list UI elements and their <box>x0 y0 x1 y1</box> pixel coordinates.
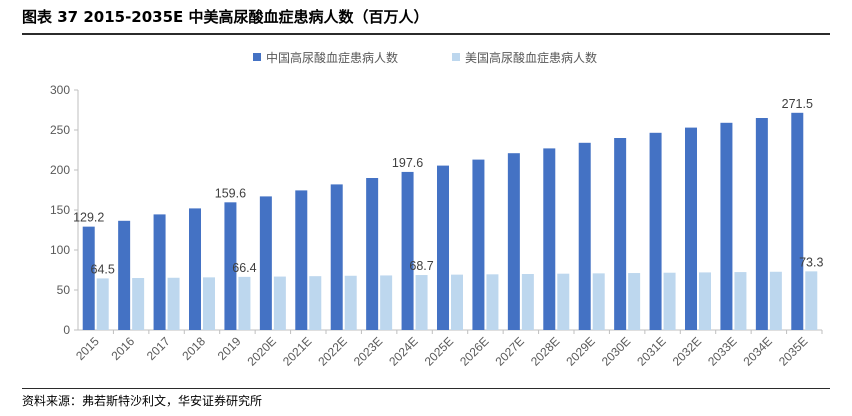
china-value-label-2035E: 271.5 <box>782 97 813 111</box>
x-tick-label-2016: 2016 <box>108 334 137 363</box>
y-tick-label: 300 <box>50 83 70 97</box>
y-tick-label: 250 <box>50 123 70 137</box>
china-bar-2016 <box>118 220 131 330</box>
x-tick-label-2021E: 2021E <box>280 334 314 368</box>
us-bar-2018 <box>203 277 215 330</box>
china-bar-2020E <box>259 196 272 330</box>
x-tick-label-2027E: 2027E <box>493 334 527 368</box>
china-bar-2029E <box>578 142 591 330</box>
china-bar-2019 <box>224 202 237 330</box>
us-bar-2026E <box>486 274 499 330</box>
china-value-label-2024E: 197.6 <box>392 156 423 170</box>
x-tick-label-2035E: 2035E <box>776 334 810 368</box>
china-bar-2015 <box>82 226 95 330</box>
us-bar-2025E <box>451 274 463 330</box>
x-tick-label-2015: 2015 <box>73 334 102 363</box>
us-bar-2032E <box>699 272 711 330</box>
us-bar-2030E <box>628 273 641 330</box>
china-bar-2023E <box>366 178 379 330</box>
china-bar-2021E <box>295 190 308 330</box>
china-value-label-2019: 159.6 <box>215 186 246 200</box>
china-value-label-2015: 129.2 <box>73 211 104 225</box>
x-tick-label-2029E: 2029E <box>563 334 597 368</box>
us-bar-2027E <box>521 274 534 330</box>
x-tick-label-2031E: 2031E <box>634 334 668 368</box>
bar-chart: 中国高尿酸血症患病人数 美国高尿酸血症患病人数 0 50 100 150 200 250 300… <box>50 50 824 369</box>
x-tick-label-2017: 2017 <box>144 334 173 363</box>
source-divider <box>22 388 830 389</box>
legend-label-2: 美国高尿酸血症患病人数 <box>465 50 597 65</box>
us-value-label-2019: 66.4 <box>232 261 256 275</box>
china-bar-2035E <box>791 112 804 330</box>
us-value-label-2015: 64.5 <box>91 262 115 276</box>
china-bar-2017 <box>153 214 166 330</box>
china-bar-2032E <box>685 127 697 330</box>
x-tick-label-2033E: 2033E <box>705 334 739 368</box>
x-tick-label-2032E: 2032E <box>670 334 704 368</box>
us-bar-2029E <box>592 273 605 330</box>
x-tick-label-2019: 2019 <box>215 334 244 363</box>
x-tick-label-2030E: 2030E <box>599 334 633 368</box>
us-value-label-2024E: 68.7 <box>409 259 433 273</box>
china-bar-2018 <box>189 208 201 330</box>
china-bar-2025E <box>437 165 449 330</box>
legend-swatch-1 <box>253 53 261 61</box>
title-divider <box>22 33 830 35</box>
x-tick-label-2034E: 2034E <box>741 334 775 368</box>
china-bar-2022E <box>330 184 343 330</box>
us-value-label-2035E: 73.3 <box>799 255 823 269</box>
x-tick-label-2028E: 2028E <box>528 334 562 368</box>
legend-label-1: 中国高尿酸血症患病人数 <box>266 50 398 65</box>
us-bar-2024E <box>415 275 428 330</box>
us-bar-2022E <box>344 275 357 330</box>
us-bar-2035E <box>805 271 818 330</box>
us-bar-2023E <box>380 275 393 330</box>
china-bar-2028E <box>543 148 556 330</box>
us-bar-2031E <box>663 272 676 330</box>
china-bar-2026E <box>472 159 485 330</box>
x-tick-label-2020E: 2020E <box>245 334 279 368</box>
us-bar-2016 <box>132 278 145 330</box>
us-bar-2015 <box>96 278 109 330</box>
x-tick-label-2026E: 2026E <box>457 334 491 368</box>
y-tick-label: 200 <box>50 163 70 177</box>
china-bar-2031E <box>649 132 662 330</box>
source-note: 资料来源：弗若斯特沙利文，华安证券研究所 <box>22 394 263 408</box>
chart-title: 图表 37 2015-2035E 中美高尿酸血症患病人数（百万人） <box>22 8 429 26</box>
us-bar-2028E <box>557 273 570 330</box>
us-bar-2021E <box>309 276 322 330</box>
china-bar-2027E <box>507 153 520 330</box>
y-tick-label: 50 <box>57 283 71 297</box>
china-bar-2034E <box>755 118 768 330</box>
y-tick-label: 0 <box>63 323 70 337</box>
y-tick-label: 100 <box>50 243 70 257</box>
x-tick-label-2018: 2018 <box>179 334 208 363</box>
us-bar-2020E <box>273 276 286 330</box>
us-bar-2017 <box>167 277 180 330</box>
us-bar-2019 <box>238 276 251 330</box>
x-tick-label-2024E: 2024E <box>386 334 420 368</box>
x-tick-label-2022E: 2022E <box>315 334 349 368</box>
x-tick-label-2023E: 2023E <box>351 334 385 368</box>
china-bar-2033E <box>720 122 733 330</box>
x-tick-label-2025E: 2025E <box>422 334 456 368</box>
us-bar-2033E <box>734 272 747 330</box>
china-bar-2024E <box>401 171 414 330</box>
legend-swatch-2 <box>452 53 460 61</box>
us-bar-2034E <box>769 271 782 330</box>
y-tick-label: 150 <box>50 203 70 217</box>
china-bar-2030E <box>614 138 627 330</box>
